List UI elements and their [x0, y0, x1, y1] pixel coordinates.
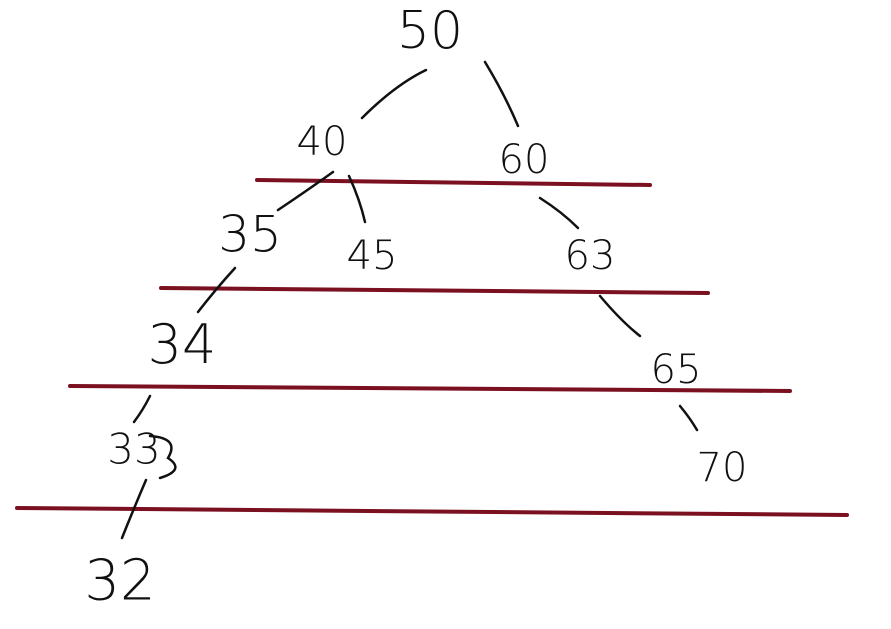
node-65: 65	[651, 347, 702, 393]
node-34: 34	[148, 313, 217, 376]
edge-40-45	[347, 174, 367, 224]
level-line-4	[15, 506, 849, 517]
node-40: 40	[297, 119, 348, 165]
node-60: 60	[499, 137, 550, 183]
node-33: 33	[107, 425, 160, 474]
edge-65-70	[678, 404, 699, 432]
node-32: 32	[84, 548, 155, 613]
node-45: 45	[347, 233, 398, 279]
node-35: 35	[218, 206, 282, 264]
node-63: 63	[565, 233, 616, 279]
level-lines	[15, 178, 849, 517]
edge-50-60	[483, 60, 520, 128]
edge-50-40	[360, 68, 428, 120]
edges	[120, 60, 699, 540]
level-line-3	[68, 384, 792, 393]
node-50: 50	[397, 1, 463, 61]
edge-35-34	[196, 266, 237, 314]
node-70: 70	[697, 445, 748, 491]
edge-63-65	[598, 294, 642, 338]
edge-60-63	[538, 196, 580, 230]
level-line-2	[159, 286, 710, 295]
scribble-33	[148, 434, 177, 480]
edge-40-35	[276, 170, 335, 212]
edge-34-33	[132, 394, 152, 424]
edge-33-32	[120, 478, 148, 540]
nodes: 50 40 60 35 45 63 34 65 33 70 32	[84, 1, 747, 613]
